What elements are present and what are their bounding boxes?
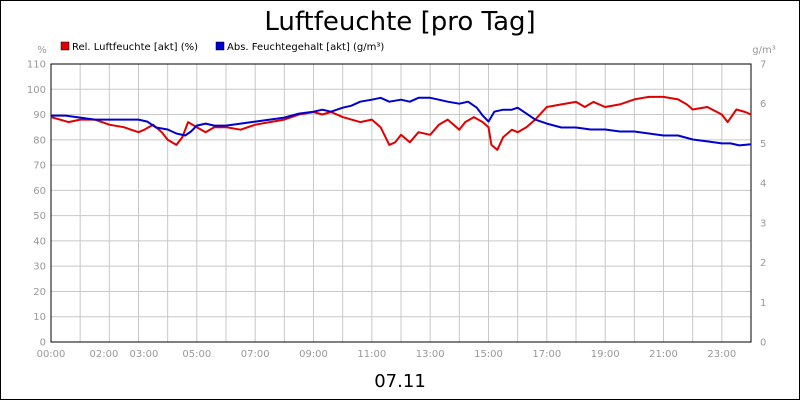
left-tick-label: 50 — [33, 211, 46, 222]
plot-area-border — [50, 63, 752, 343]
x-tick-label: 13:00 — [416, 349, 445, 360]
right-tick-label: 0 — [760, 338, 766, 349]
grid — [50, 63, 751, 343]
series-line-absolute-humidity — [51, 96, 752, 147]
right-axis-unit: g/m³ — [752, 45, 775, 56]
right-tick-label: 3 — [760, 218, 766, 229]
left-tick-label: 0 — [40, 338, 46, 349]
x-tick-label: 17:00 — [532, 349, 561, 360]
legend-swatch-relative-humidity — [60, 41, 70, 51]
x-tick-label: 15:00 — [474, 349, 503, 360]
chart-title: Luftfeuchte [pro Tag] — [264, 7, 535, 37]
left-tick-label: 40 — [33, 236, 46, 247]
x-tick-label: 09:00 — [299, 349, 328, 360]
left-tick-label: 80 — [33, 135, 46, 146]
x-axis: 00:00 02:00 03:00 05:00 07:00 09:00 11:00 13:00… — [37, 349, 737, 360]
right-tick-label: 5 — [760, 139, 766, 150]
left-tick-label: 60 — [33, 186, 46, 197]
x-tick-label: 07:00 — [241, 349, 270, 360]
legend-swatch-absolute-humidity — [215, 41, 225, 51]
right-tick-label: 4 — [760, 179, 766, 190]
right-tick-label: 6 — [760, 99, 766, 110]
right-y-axis: 0 1 2 3 4 5 6 7 — [760, 60, 766, 349]
legend-label-relative-humidity: Rel. Luftfeuchte [akt] (%) — [72, 42, 198, 53]
left-y-axis: 0 10 20 30 40 50 60 70 80 90 100 110 — [27, 60, 46, 349]
x-tick-label: 03:00 — [130, 349, 159, 360]
series-line-relative-humidity — [50, 95, 752, 151]
left-tick-label: 100 — [27, 85, 46, 96]
right-tick-label: 7 — [760, 60, 766, 71]
x-tick-label: 11:00 — [357, 349, 386, 360]
legend: Rel. Luftfeuchte [akt] (%) Abs. Feuchteg… — [60, 41, 384, 53]
legend-label-absolute-humidity: Abs. Feuchtegehalt [akt] (g/m³) — [227, 42, 384, 53]
right-tick-label: 1 — [760, 298, 766, 309]
left-tick-label: 20 — [33, 287, 46, 298]
left-tick-label: 110 — [27, 60, 46, 71]
left-tick-label: 70 — [33, 161, 46, 172]
x-tick-label: 21:00 — [649, 349, 678, 360]
date-label: 07.11 — [374, 371, 426, 392]
left-tick-label: 90 — [33, 110, 46, 121]
x-tick-label: 23:00 — [707, 349, 736, 360]
series-lines — [50, 95, 752, 151]
left-axis-unit: % — [37, 45, 47, 56]
x-tick-label: 02:00 — [90, 349, 119, 360]
x-tick-label: 19:00 — [591, 349, 620, 360]
x-tick-label: 00:00 — [37, 349, 66, 360]
right-tick-label: 2 — [760, 258, 766, 269]
x-tick-label: 05:00 — [182, 349, 211, 360]
left-tick-label: 30 — [33, 262, 46, 273]
left-tick-label: 10 — [33, 312, 46, 323]
